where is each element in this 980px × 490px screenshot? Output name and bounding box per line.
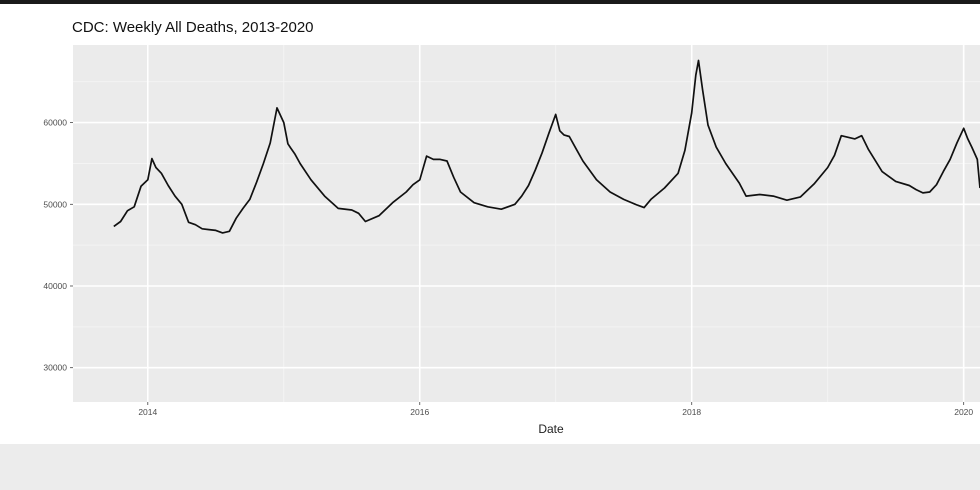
x-tick-label: 2018 — [682, 407, 701, 417]
y-tick-label: 60000 — [43, 118, 67, 128]
y-axis: 30000 40000 50000 60000 — [43, 118, 73, 373]
chart-title: CDC: Weekly All Deaths, 2013-2020 — [72, 19, 314, 36]
x-axis-label: Date — [538, 422, 564, 436]
x-tick-label: 2020 — [954, 407, 973, 417]
y-tick-label: 40000 — [43, 281, 67, 291]
x-axis: 2014 2016 2018 2020 — [138, 402, 973, 417]
y-tick-label: 30000 — [43, 363, 67, 373]
minor-gridlines — [73, 45, 980, 402]
x-tick-label: 2016 — [410, 407, 429, 417]
y-tick-label: 50000 — [43, 199, 67, 209]
major-gridlines — [73, 45, 980, 402]
plot-panel — [73, 45, 980, 402]
x-tick-label: 2014 — [138, 407, 157, 417]
series-line — [113, 59, 980, 234]
